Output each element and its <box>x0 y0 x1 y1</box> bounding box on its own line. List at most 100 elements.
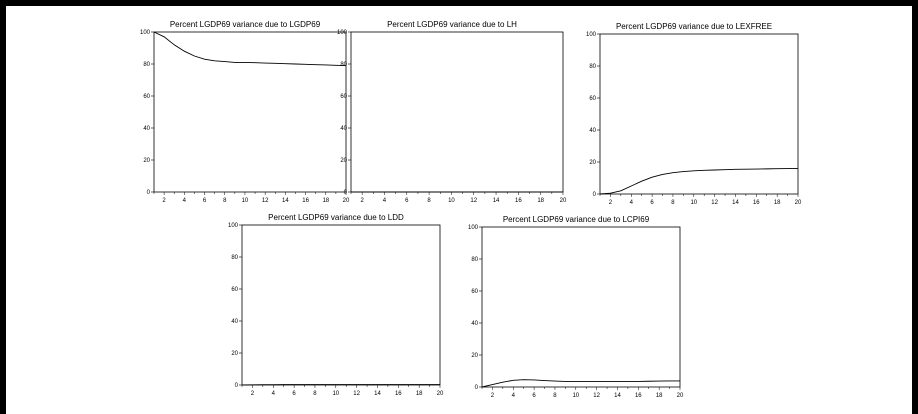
x-tick-label: 20 <box>560 198 567 204</box>
chart-panel-lexfree: Percent LGDP69 variance due to LEXFREE 0… <box>586 22 802 208</box>
y-tick-label: 80 <box>471 257 478 263</box>
chart-panel-ldd: Percent LGDP69 variance due to LDD 0 20 40… <box>228 213 444 399</box>
y-tick-label: 100 <box>337 30 348 36</box>
y-tick-label: 0 <box>147 190 151 196</box>
x-tick-label: 12 <box>262 198 269 204</box>
x-tick-label: 2 <box>491 393 495 399</box>
chart-svg: 0 20 40 60 80 100 2 4 6 8 10 12 14 16 18 20 <box>468 225 684 399</box>
chart-panel-lcpi69: Percent LGDP69 variance due to LCPI69 0 2… <box>468 215 684 401</box>
x-tick-label: 18 <box>537 198 544 204</box>
y-tick-label: 20 <box>231 351 238 357</box>
y-tick-label: 60 <box>471 289 478 295</box>
y-tick-label: 20 <box>340 158 347 164</box>
y-tick-label: 0 <box>593 192 597 198</box>
x-tick-label: 2 <box>251 391 255 397</box>
y-tick-label: 80 <box>589 64 596 70</box>
x-tick-label: 2 <box>609 200 613 206</box>
series-line <box>481 379 680 388</box>
x-tick-label: 12 <box>470 198 477 204</box>
x-tick-label: 20 <box>343 198 350 204</box>
x-tick-label: 18 <box>656 393 663 399</box>
y-tick-label: 60 <box>231 287 238 293</box>
y-tick-label: 40 <box>471 321 478 327</box>
x-tick-label: 10 <box>242 198 249 204</box>
x-tick-label: 4 <box>512 393 516 399</box>
y-tick-label: 60 <box>143 94 150 100</box>
y-tick-label: 0 <box>475 385 479 391</box>
chart-panel-lgdp69: Percent LGDP69 variance due to LGDP69 0 2… <box>140 20 350 206</box>
chart-svg: 0 20 40 60 80 100 2 4 6 8 10 12 14 16 18 20 <box>337 30 567 204</box>
x-tick-label: 6 <box>203 198 207 204</box>
x-tick-label: 12 <box>593 393 600 399</box>
y-tick-label: 40 <box>231 319 238 325</box>
chart-title: Percent LGDP69 variance due to LCPI69 <box>502 215 650 224</box>
x-tick-label: 4 <box>183 198 187 204</box>
y-tick-label: 80 <box>143 62 150 68</box>
chart-panel-lh: Percent LGDP69 variance due to LH 0 20 40 6… <box>337 20 567 206</box>
x-tick-label: 6 <box>405 198 409 204</box>
y-tick-label: 80 <box>340 62 347 68</box>
y-tick-label: 100 <box>586 32 597 38</box>
y-tick-label: 20 <box>471 353 478 359</box>
x-tick-label: 6 <box>650 200 654 206</box>
plot-frame <box>350 31 564 193</box>
y-tick-label: 40 <box>143 126 150 132</box>
chart-title: Percent LGDP69 variance due to LEXFREE <box>615 22 773 31</box>
y-tick-label: 40 <box>589 128 596 134</box>
x-tick-label: 10 <box>448 198 455 204</box>
x-tick-label: 16 <box>635 393 642 399</box>
y-tick-label: 40 <box>340 126 347 132</box>
y-tick-label: 100 <box>140 30 151 36</box>
y-tick-label: 60 <box>340 94 347 100</box>
chart-svg: 0 20 40 60 80 100 2 4 6 8 10 12 14 16 18 20 <box>228 223 444 397</box>
chart-title: Percent LGDP69 variance due to LH <box>387 20 517 29</box>
y-tick-label: 0 <box>344 190 348 196</box>
chart-title: Percent LGDP69 variance due to LDD <box>268 213 404 222</box>
x-tick-label: 14 <box>614 393 621 399</box>
x-tick-label: 20 <box>795 200 802 206</box>
x-tick-label: 6 <box>532 393 536 399</box>
x-tick-label: 8 <box>427 198 431 204</box>
y-tick-label: 80 <box>231 255 238 261</box>
x-tick-label: 10 <box>690 200 697 206</box>
series-line <box>599 167 799 195</box>
plot-frame <box>599 33 799 195</box>
series-line <box>153 31 347 67</box>
x-tick-label: 20 <box>437 391 444 397</box>
x-tick-label: 8 <box>313 391 317 397</box>
y-tick-label: 20 <box>589 160 596 166</box>
x-tick-label: 12 <box>353 391 360 397</box>
x-tick-label: 16 <box>753 200 760 206</box>
x-tick-label: 12 <box>711 200 718 206</box>
figure-canvas: Percent LGDP69 variance due to LGDP69 0 2… <box>6 6 912 414</box>
x-tick-label: 8 <box>553 393 557 399</box>
x-tick-label: 4 <box>272 391 276 397</box>
plot-frame <box>241 224 441 386</box>
x-tick-label: 18 <box>416 391 423 397</box>
plot-frame <box>481 226 681 388</box>
chart-svg: 0 20 40 60 80 100 2 4 6 8 10 12 14 16 18 20 <box>140 30 350 204</box>
chart-svg: 0 20 40 60 80 100 2 4 6 8 10 12 14 16 18 20 <box>586 32 802 206</box>
y-tick-label: 60 <box>589 96 596 102</box>
x-tick-label: 14 <box>374 391 381 397</box>
x-tick-label: 14 <box>282 198 289 204</box>
x-tick-label: 16 <box>395 391 402 397</box>
x-tick-label: 10 <box>572 393 579 399</box>
x-tick-label: 18 <box>774 200 781 206</box>
x-tick-label: 16 <box>302 198 309 204</box>
plot-frame <box>153 31 347 193</box>
x-tick-label: 16 <box>515 198 522 204</box>
x-tick-label: 14 <box>732 200 739 206</box>
y-tick-label: 20 <box>143 158 150 164</box>
x-tick-label: 8 <box>671 200 675 206</box>
x-tick-label: 2 <box>360 198 364 204</box>
y-tick-label: 100 <box>228 223 239 229</box>
x-tick-label: 2 <box>162 198 166 204</box>
x-tick-label: 4 <box>630 200 634 206</box>
y-tick-label: 0 <box>235 383 239 389</box>
x-tick-label: 6 <box>292 391 296 397</box>
x-tick-label: 4 <box>383 198 387 204</box>
x-tick-label: 10 <box>332 391 339 397</box>
y-tick-label: 100 <box>468 225 479 231</box>
x-tick-label: 20 <box>677 393 684 399</box>
